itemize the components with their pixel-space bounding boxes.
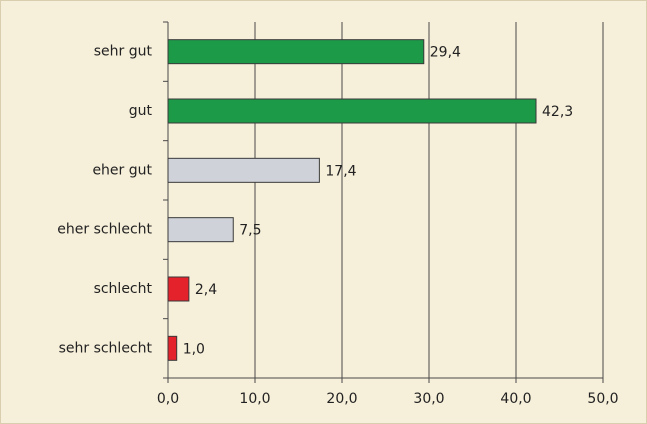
y-tick-label: eher gut: [92, 162, 152, 178]
value-label: 17,4: [325, 163, 356, 179]
value-label: 1,0: [183, 341, 205, 357]
bar: [167, 276, 190, 302]
bar: [167, 335, 178, 361]
x-tick-label: 20,0: [326, 391, 357, 407]
x-tick-label: 0,0: [157, 391, 179, 407]
x-tick-label: 40,0: [500, 391, 531, 407]
value-label: 2,4: [195, 282, 217, 298]
bar: [167, 98, 537, 124]
value-label: 42,3: [542, 104, 573, 120]
x-tick-label: 30,0: [413, 391, 444, 407]
y-tick-label: schlecht: [94, 281, 153, 297]
bar: [167, 217, 234, 243]
value-label: 7,5: [239, 223, 261, 239]
y-tick-label: eher schlecht: [57, 222, 152, 238]
bar: [167, 157, 320, 183]
x-tick-label: 10,0: [239, 391, 270, 407]
y-tick-label: sehr schlecht: [59, 340, 153, 356]
value-label: 29,4: [430, 45, 461, 61]
y-tick-label: sehr gut: [94, 44, 153, 60]
x-tick-label: 50,0: [587, 391, 618, 407]
bar: [167, 39, 425, 65]
y-tick-label: gut: [129, 103, 153, 119]
